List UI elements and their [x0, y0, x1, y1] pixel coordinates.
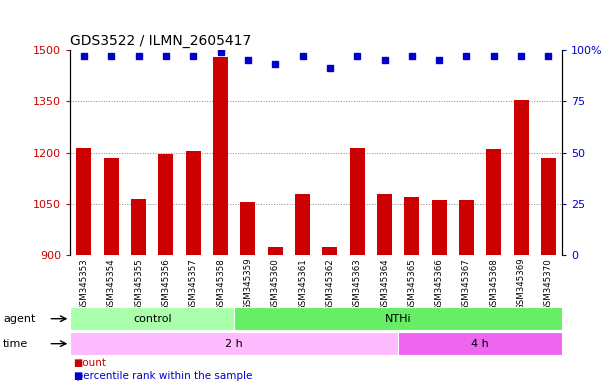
Text: ■: ■ — [73, 358, 82, 368]
Text: GSM345363: GSM345363 — [353, 258, 362, 311]
Text: GSM345369: GSM345369 — [517, 258, 525, 311]
Bar — [104, 158, 119, 255]
Text: ■: ■ — [73, 371, 82, 381]
Text: GSM345370: GSM345370 — [544, 258, 553, 311]
Text: GSM345365: GSM345365 — [408, 258, 416, 311]
Bar — [131, 199, 146, 255]
Text: GSM345356: GSM345356 — [161, 258, 170, 311]
Text: control: control — [133, 314, 172, 324]
Bar — [377, 194, 392, 255]
Text: 4 h: 4 h — [471, 339, 489, 349]
Text: GSM345361: GSM345361 — [298, 258, 307, 311]
Text: GDS3522 / ILMN_2605417: GDS3522 / ILMN_2605417 — [70, 33, 252, 48]
Text: GSM345360: GSM345360 — [271, 258, 280, 311]
Text: time: time — [3, 339, 28, 349]
Text: GSM345364: GSM345364 — [380, 258, 389, 311]
Bar — [323, 247, 337, 255]
Text: count: count — [70, 358, 106, 368]
Text: GSM345359: GSM345359 — [243, 258, 252, 311]
Bar — [398, 332, 562, 355]
Bar — [431, 200, 447, 255]
Text: GSM345355: GSM345355 — [134, 258, 143, 311]
Text: GSM345358: GSM345358 — [216, 258, 225, 311]
Bar — [486, 149, 501, 255]
Bar — [514, 99, 529, 255]
Text: GSM345367: GSM345367 — [462, 258, 471, 311]
Text: GSM345354: GSM345354 — [107, 258, 115, 311]
Bar — [186, 151, 201, 255]
Text: GSM345357: GSM345357 — [189, 258, 198, 311]
Text: GSM345353: GSM345353 — [79, 258, 89, 311]
Bar — [541, 158, 556, 255]
Bar — [70, 332, 398, 355]
Text: agent: agent — [3, 314, 35, 324]
Text: GSM345366: GSM345366 — [434, 258, 444, 311]
Bar — [404, 197, 419, 255]
Bar — [234, 307, 562, 330]
Bar — [295, 194, 310, 255]
Text: NTHi: NTHi — [385, 314, 411, 324]
Bar — [459, 200, 474, 255]
Bar — [349, 147, 365, 255]
Bar — [213, 57, 228, 255]
Text: percentile rank within the sample: percentile rank within the sample — [70, 371, 252, 381]
Bar — [268, 247, 283, 255]
Text: GSM345368: GSM345368 — [489, 258, 499, 311]
Text: 2 h: 2 h — [225, 339, 243, 349]
Bar — [70, 307, 234, 330]
Bar — [240, 202, 255, 255]
Bar — [158, 154, 174, 255]
Bar — [76, 147, 92, 255]
Text: GSM345362: GSM345362 — [325, 258, 334, 311]
